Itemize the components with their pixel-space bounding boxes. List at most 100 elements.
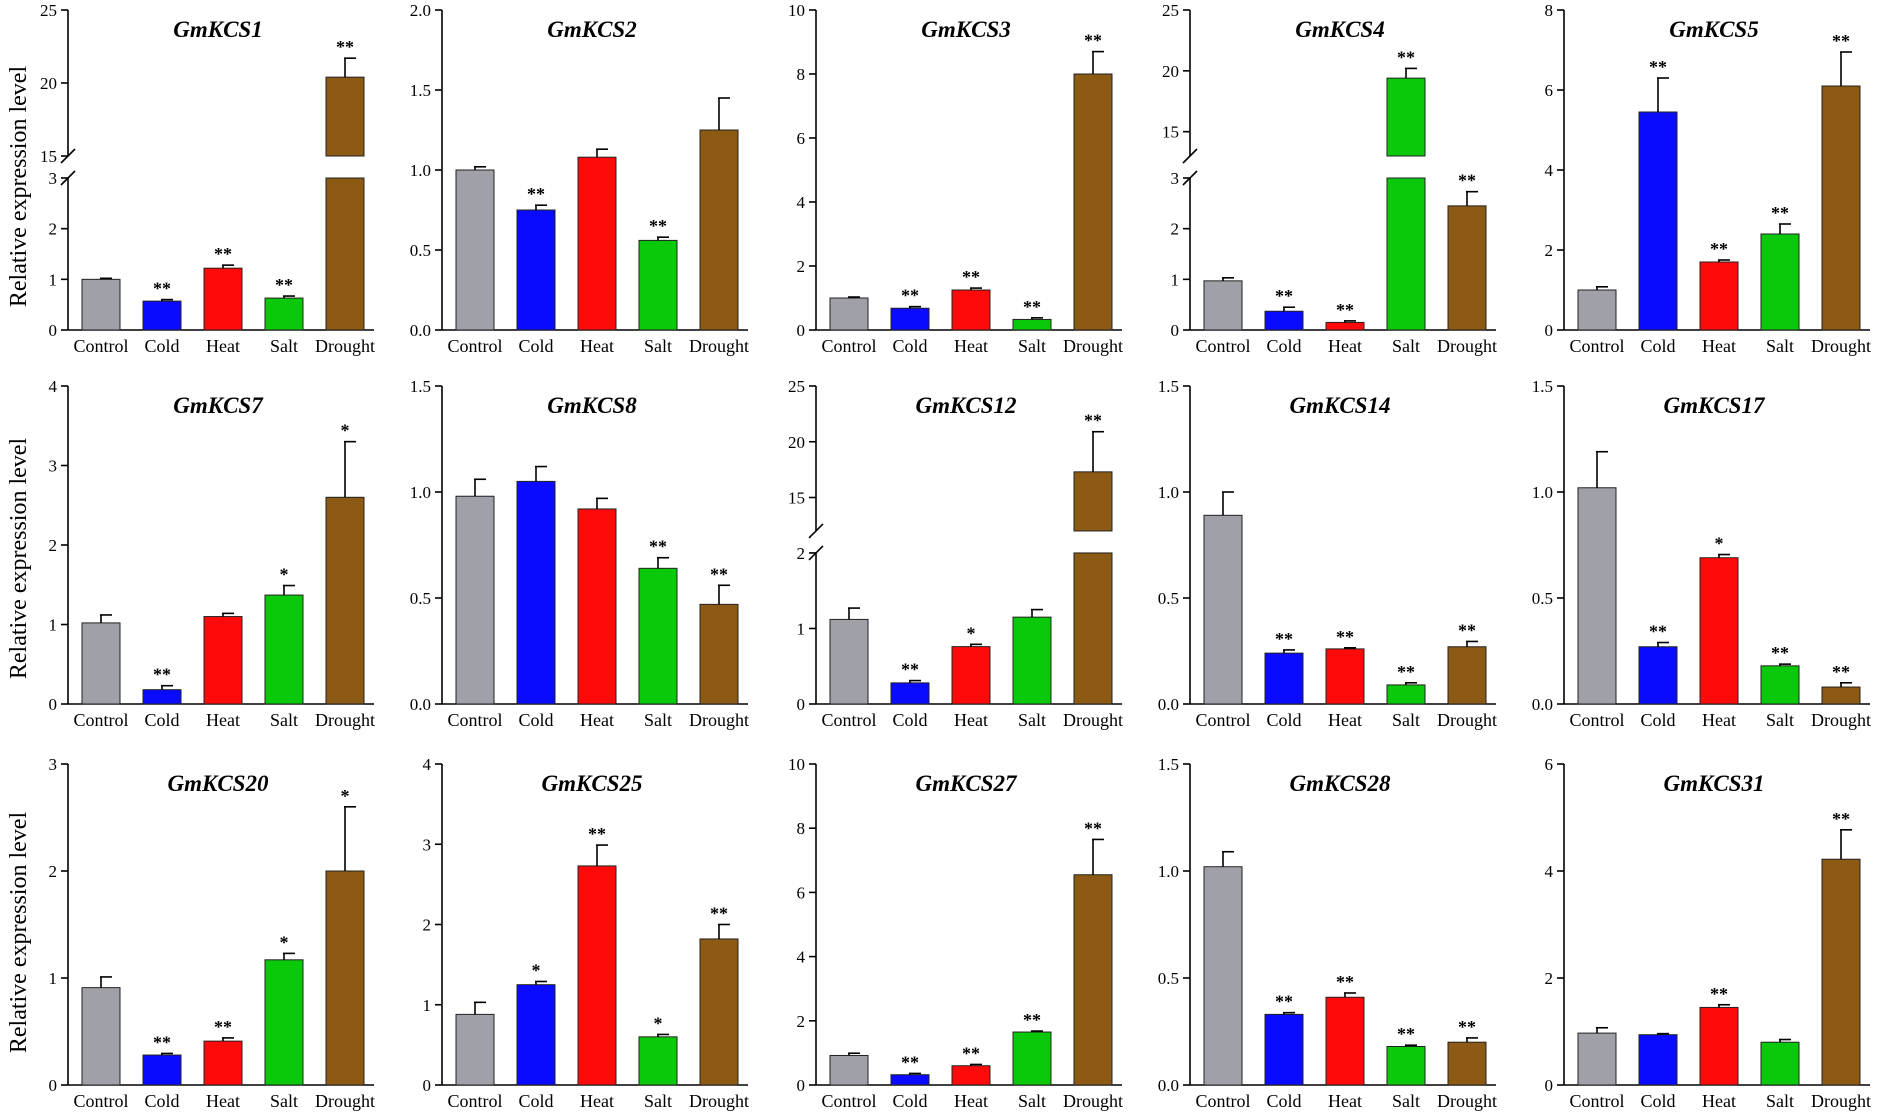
y-tick-label: 2	[1545, 241, 1554, 260]
bar-salt	[638, 239, 678, 331]
significance-label: **	[1084, 411, 1102, 431]
bar-drought	[699, 603, 739, 705]
bar-cold	[1638, 1034, 1678, 1086]
chart-panel-gmkcs20: 0 1 2 3 GmKCS20 Control ** Cold ** Heat * Salt * Drou…	[49, 755, 376, 1111]
bar-salt	[638, 567, 678, 705]
bar-heat	[951, 646, 991, 705]
bar-control	[81, 622, 121, 705]
y-tick-label: 1	[49, 969, 58, 988]
y-tick-label: 3	[49, 755, 58, 774]
chart-panel-gmkcs14: 0.0 0.5 1.0 1.5 GmKCS14 Control ** Cold ** Heat **…	[1158, 377, 1497, 730]
chart-title: GmKCS14	[1290, 393, 1391, 418]
bar-heat	[1699, 557, 1739, 705]
y-tick-label: 20	[1162, 62, 1179, 81]
y-tick-label: 1.5	[1158, 377, 1179, 396]
significance-label: **	[1458, 171, 1476, 191]
x-tick-label: Salt	[644, 710, 672, 730]
x-tick-label: Drought	[1063, 710, 1123, 730]
x-tick-label: Heat	[206, 1091, 240, 1111]
x-tick-label: Control	[1195, 1091, 1250, 1111]
bar-cold	[516, 984, 556, 1086]
bar-control	[1577, 289, 1617, 331]
y-tick-label: 1.5	[410, 377, 431, 396]
x-tick-label: Cold	[1640, 1091, 1675, 1111]
x-tick-label: Cold	[1640, 336, 1675, 356]
bar-drought	[1447, 205, 1487, 331]
significance-label: **	[1336, 300, 1354, 320]
bar-drought	[1447, 646, 1487, 705]
x-tick-label: Drought	[1063, 1091, 1123, 1111]
y-tick-label: 1.0	[1532, 483, 1553, 502]
bar-cold	[142, 300, 182, 331]
significance-label: **	[1649, 622, 1667, 642]
y-tick-label: 2.0	[410, 1, 431, 20]
y-tick-label: 0.0	[1158, 695, 1179, 714]
x-tick-label: Salt	[644, 336, 672, 356]
y-axis-label-row-1: Relative expression level	[0, 0, 40, 372]
x-tick-label: Salt	[1018, 336, 1046, 356]
bar-control	[1203, 514, 1243, 705]
x-tick-label: Cold	[518, 710, 553, 730]
significance-label: **	[1710, 984, 1728, 1004]
significance-label: **	[153, 665, 171, 685]
y-tick-label: 0.0	[1158, 1076, 1179, 1095]
x-tick-label: Salt	[1766, 710, 1794, 730]
axis-break-mark	[808, 523, 824, 539]
chart-panel-gmkcs31: 0 2 4 6 GmKCS31 Control Cold ** Heat Salt ** Drough…	[1545, 755, 1872, 1111]
bar-salt	[1012, 616, 1052, 705]
significance-label: **	[901, 660, 919, 680]
significance-label: **	[1649, 57, 1667, 77]
chart-title: GmKCS28	[1290, 771, 1391, 796]
chart-title: GmKCS5	[1669, 17, 1758, 42]
y-tick-label: 0	[1545, 321, 1554, 340]
significance-label: *	[967, 623, 976, 643]
significance-label: **	[710, 904, 728, 924]
y-tick-label: 0.5	[410, 589, 431, 608]
y-axis-label-row-3: Relative expression level	[0, 746, 40, 1118]
significance-label: **	[901, 286, 919, 306]
bar-control	[1577, 487, 1617, 705]
bar-control	[455, 169, 495, 331]
y-axis-label-row-2: Relative expression level	[0, 372, 40, 744]
bar-cold	[142, 1054, 182, 1086]
bar-heat	[203, 1040, 243, 1086]
y-tick-label: 2	[49, 536, 58, 555]
x-tick-label: Drought	[1437, 336, 1497, 356]
y-tick-label: 15	[40, 147, 57, 166]
y-tick-label: 2	[1545, 969, 1554, 988]
y-tick-label: 2	[49, 862, 58, 881]
chart-panel-gmkcs7: 0 1 2 3 4 GmKCS7 Control ** Cold Heat * Salt * Drough…	[49, 377, 376, 730]
chart-title: GmKCS25	[542, 771, 643, 796]
significance-label: **	[649, 537, 667, 557]
y-tick-label: 0.0	[1532, 695, 1553, 714]
significance-label: **	[527, 184, 545, 204]
bar-drought	[325, 496, 365, 705]
significance-label: *	[341, 421, 350, 441]
bar-drought	[325, 870, 365, 1086]
y-tick-label: 1.5	[1532, 377, 1553, 396]
significance-label: **	[1023, 1010, 1041, 1030]
y-tick-label: 4	[797, 948, 806, 967]
chart-title: GmKCS12	[916, 393, 1017, 418]
significance-label: *	[280, 565, 289, 585]
bar-heat	[1325, 996, 1365, 1086]
x-tick-label: Drought	[315, 1091, 375, 1111]
y-tick-label: 3	[1171, 169, 1180, 188]
significance-label: **	[1832, 809, 1850, 829]
bar-heat	[951, 1065, 991, 1086]
x-tick-label: Control	[1195, 336, 1250, 356]
significance-label: **	[710, 564, 728, 584]
chart-panel-gmkcs28: 0.0 0.5 1.0 1.5 GmKCS28 Control ** Cold ** Heat **…	[1158, 755, 1497, 1111]
significance-label: **	[1832, 662, 1850, 682]
significance-label: **	[901, 1052, 919, 1072]
chart-panel-gmkcs5: 0 2 4 6 8 GmKCS5 Control ** Cold ** Heat ** Salt ** Dr…	[1545, 1, 1872, 356]
bar-salt-upper	[1386, 77, 1426, 157]
x-tick-label: Salt	[270, 710, 298, 730]
x-tick-label: Drought	[1063, 336, 1123, 356]
x-tick-label: Control	[821, 710, 876, 730]
x-tick-label: Cold	[892, 710, 927, 730]
bar-control	[81, 987, 121, 1086]
y-tick-label: 25	[788, 377, 805, 396]
significance-label: **	[1023, 297, 1041, 317]
